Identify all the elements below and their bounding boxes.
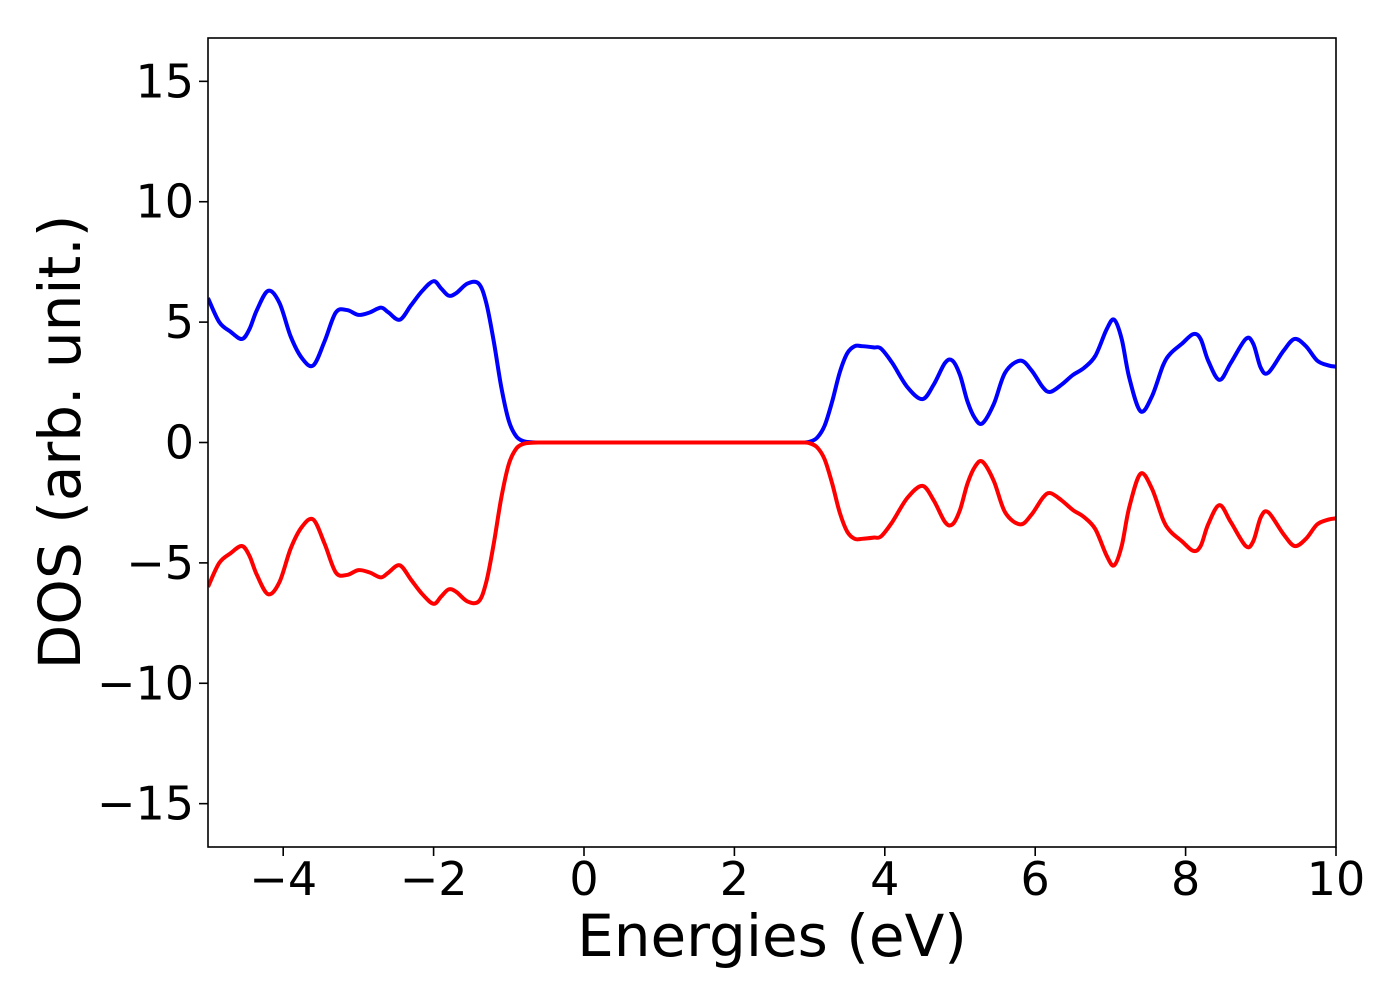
x-axis-ticks: −4 −2 0 2 4 6 8 10 [249, 847, 1365, 906]
x-tick-label: 2 [720, 852, 749, 906]
x-tick-label: 8 [1171, 852, 1200, 906]
dos-series-line-2 [208, 440, 1336, 606]
series-layer [208, 279, 1336, 606]
x-axis-label: Energies (eV) [577, 902, 967, 970]
x-tick-label: 4 [870, 852, 899, 906]
y-axis-ticks: −15 −10 −5 0 5 10 15 [97, 54, 208, 831]
y-axis-label: DOS (arb. unit.) [26, 215, 94, 670]
dos-series-line-1 [208, 279, 1336, 445]
x-tick-label: 0 [569, 852, 598, 906]
y-tick-label: 0 [165, 416, 194, 470]
y-tick-label: −10 [97, 656, 194, 710]
y-tick-label: −15 [97, 777, 194, 831]
y-tick-label: 5 [165, 295, 194, 349]
y-tick-label: 15 [135, 54, 194, 108]
x-tick-label: −2 [400, 852, 468, 906]
x-tick-label: 6 [1021, 852, 1050, 906]
y-tick-label: 10 [135, 175, 194, 229]
x-tick-label: 10 [1307, 852, 1366, 906]
y-tick-label: −5 [126, 536, 194, 590]
x-tick-label: −4 [249, 852, 317, 906]
